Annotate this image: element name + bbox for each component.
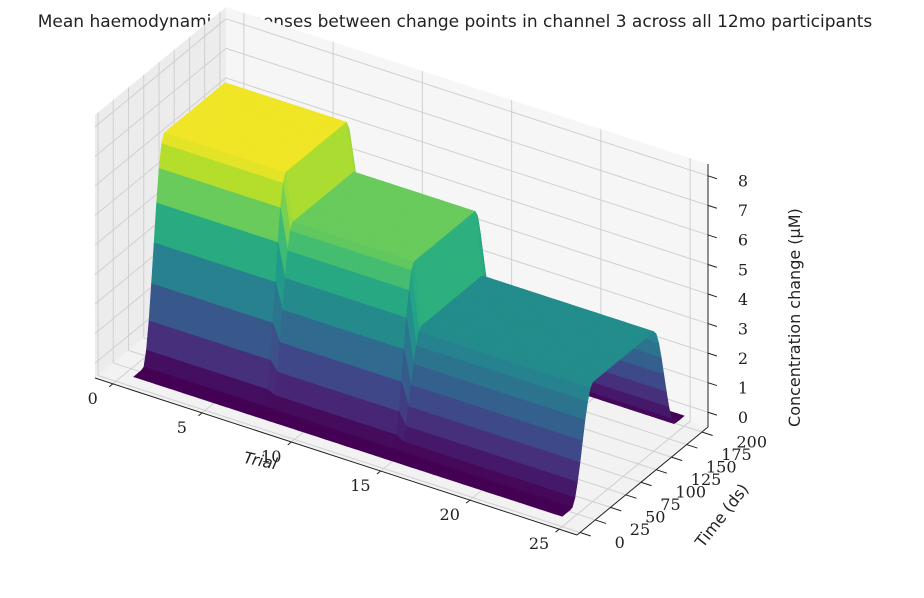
y-tick-label: 50 xyxy=(645,508,665,527)
y-axis-line xyxy=(576,426,709,536)
z-tick-mark xyxy=(707,234,718,239)
y-tick-label: 75 xyxy=(660,495,680,514)
z-tick-mark xyxy=(707,323,718,327)
response-surface xyxy=(133,82,685,517)
x-tick-label: 5 xyxy=(177,418,187,437)
y-tick-label: 200 xyxy=(737,432,768,451)
y-tick-label: 175 xyxy=(721,445,752,464)
x-tick-mark xyxy=(198,412,203,417)
y-tick-mark xyxy=(579,532,591,537)
x-tick-mark xyxy=(287,441,292,446)
surface-patch xyxy=(554,511,566,517)
x-axis-line xyxy=(94,377,578,536)
grid-line xyxy=(97,375,581,533)
x-tick-label: 0 xyxy=(88,389,98,408)
z-tick-mark xyxy=(707,204,718,209)
x-tick-label: 25 xyxy=(529,534,549,553)
y-tick-label: 125 xyxy=(691,470,722,489)
z-tick-mark xyxy=(707,293,718,298)
x-tick-mark xyxy=(108,383,114,388)
y-tick-label: 0 xyxy=(615,533,625,552)
y-tick-mark xyxy=(656,469,668,474)
z-tick-mark xyxy=(707,263,718,268)
y-tick-mark xyxy=(610,506,622,512)
z-tick-mark xyxy=(707,352,718,357)
z-tick-label: 7 xyxy=(738,201,748,220)
y-tick-mark xyxy=(640,481,652,487)
grid-line xyxy=(94,77,227,187)
x-tick-label: 10 xyxy=(261,447,281,466)
z-tick-label: 2 xyxy=(738,349,748,368)
x-tick-label: 15 xyxy=(350,476,370,495)
z-tick-label: 5 xyxy=(738,260,748,279)
x-tick-mark xyxy=(465,499,471,504)
y-tick-label: 25 xyxy=(630,520,650,539)
z-tick-label: 4 xyxy=(738,290,748,309)
grid-line xyxy=(94,18,227,128)
grid-line xyxy=(225,47,709,206)
y-tick-mark xyxy=(625,494,637,499)
y-tick-mark xyxy=(595,519,607,524)
y-tick-mark xyxy=(686,444,698,449)
z-tick-label: 1 xyxy=(738,379,748,398)
z-tick-label: 8 xyxy=(738,172,748,191)
z-tick-label: 0 xyxy=(738,408,748,427)
grid-line xyxy=(225,77,709,236)
grid-line xyxy=(225,18,709,177)
y-tick-label: 100 xyxy=(676,483,707,502)
z-tick-mark xyxy=(707,411,718,416)
z-tick-mark xyxy=(707,175,718,180)
y-tick-mark xyxy=(701,431,713,436)
z-axis-label: Concentration change (μM) xyxy=(785,208,804,427)
grid-line xyxy=(558,420,691,530)
x-tick-mark xyxy=(376,470,381,475)
x-tick-mark xyxy=(555,528,560,533)
chart-title: Mean haemodynamic responses between chan… xyxy=(38,12,873,32)
z-tick-label: 3 xyxy=(738,319,748,338)
z-tick-mark xyxy=(707,382,718,387)
axes-lines xyxy=(94,164,718,537)
y-tick-label: 150 xyxy=(706,457,737,476)
x-tick-label: 20 xyxy=(440,505,460,524)
y-tick-mark xyxy=(671,456,683,462)
z-tick-label: 6 xyxy=(738,231,748,250)
grid-line xyxy=(94,47,227,157)
